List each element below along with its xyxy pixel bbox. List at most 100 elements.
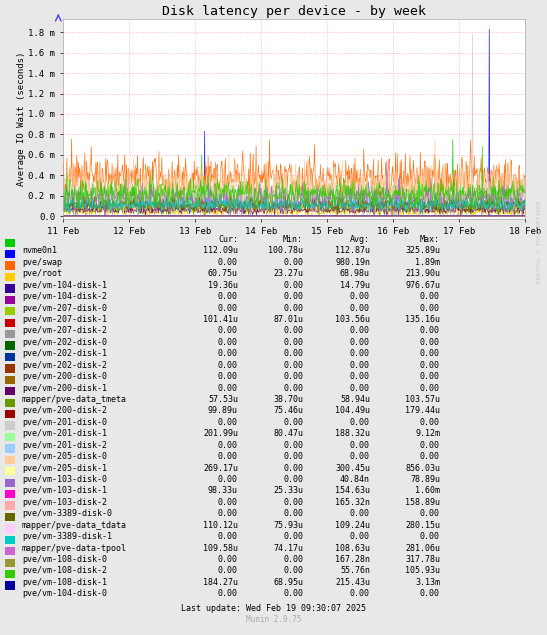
Text: 112.09u: 112.09u bbox=[203, 246, 238, 255]
Text: 0.00: 0.00 bbox=[218, 418, 238, 427]
Text: 3.13m: 3.13m bbox=[415, 578, 440, 587]
Text: 213.90u: 213.90u bbox=[405, 269, 440, 278]
Text: 0.00: 0.00 bbox=[218, 589, 238, 598]
Text: Cur:: Cur: bbox=[218, 235, 238, 244]
Text: 19.36u: 19.36u bbox=[208, 281, 238, 290]
Text: 0.00: 0.00 bbox=[420, 292, 440, 301]
Text: 179.44u: 179.44u bbox=[405, 406, 440, 415]
Text: 0.00: 0.00 bbox=[218, 384, 238, 392]
Text: 0.00: 0.00 bbox=[350, 372, 370, 381]
Text: 0.00: 0.00 bbox=[283, 475, 303, 484]
Text: 188.32u: 188.32u bbox=[335, 429, 370, 438]
Text: 0.00: 0.00 bbox=[420, 418, 440, 427]
Text: 100.78u: 100.78u bbox=[268, 246, 303, 255]
Text: 112.87u: 112.87u bbox=[335, 246, 370, 255]
Text: 0.00: 0.00 bbox=[218, 532, 238, 541]
Text: 0.00: 0.00 bbox=[283, 509, 303, 518]
Text: 98.33u: 98.33u bbox=[208, 486, 238, 495]
Text: 0.00: 0.00 bbox=[283, 338, 303, 347]
Text: pve/vm-104-disk-2: pve/vm-104-disk-2 bbox=[22, 292, 107, 301]
Text: Min:: Min: bbox=[283, 235, 303, 244]
Text: pve/vm-202-disk-2: pve/vm-202-disk-2 bbox=[22, 361, 107, 370]
Text: 60.75u: 60.75u bbox=[208, 269, 238, 278]
Text: pve/vm-200-disk-0: pve/vm-200-disk-0 bbox=[22, 372, 107, 381]
Text: 25.33u: 25.33u bbox=[273, 486, 303, 495]
Text: pve/vm-108-disk-0: pve/vm-108-disk-0 bbox=[22, 555, 107, 564]
Text: pve/vm-207-disk-1: pve/vm-207-disk-1 bbox=[22, 315, 107, 324]
Text: 105.93u: 105.93u bbox=[405, 566, 440, 575]
Text: 38.70u: 38.70u bbox=[273, 395, 303, 404]
Text: 0.00: 0.00 bbox=[283, 418, 303, 427]
Text: pve/vm-3389-disk-0: pve/vm-3389-disk-0 bbox=[22, 509, 112, 518]
Text: 0.00: 0.00 bbox=[350, 326, 370, 335]
Text: 0.00: 0.00 bbox=[350, 338, 370, 347]
Text: 167.28n: 167.28n bbox=[335, 555, 370, 564]
Text: 0.00: 0.00 bbox=[218, 441, 238, 450]
Text: 0.00: 0.00 bbox=[283, 384, 303, 392]
Text: 0.00: 0.00 bbox=[350, 361, 370, 370]
Text: 87.01u: 87.01u bbox=[273, 315, 303, 324]
Text: pve/vm-201-disk-1: pve/vm-201-disk-1 bbox=[22, 429, 107, 438]
Text: 75.46u: 75.46u bbox=[273, 406, 303, 415]
Text: 101.41u: 101.41u bbox=[203, 315, 238, 324]
Text: 1.89m: 1.89m bbox=[415, 258, 440, 267]
Text: 0.00: 0.00 bbox=[350, 349, 370, 358]
Text: Munin 2.0.75: Munin 2.0.75 bbox=[246, 615, 301, 624]
Text: 135.16u: 135.16u bbox=[405, 315, 440, 324]
Text: 0.00: 0.00 bbox=[283, 452, 303, 461]
Text: 0.00: 0.00 bbox=[420, 349, 440, 358]
Text: pve/vm-104-disk-1: pve/vm-104-disk-1 bbox=[22, 281, 107, 290]
Y-axis label: Average IO Wait (seconds): Average IO Wait (seconds) bbox=[16, 52, 26, 186]
Title: Disk latency per device - by week: Disk latency per device - by week bbox=[162, 5, 426, 18]
Text: 103.57u: 103.57u bbox=[405, 395, 440, 404]
Text: 201.99u: 201.99u bbox=[203, 429, 238, 438]
Text: 0.00: 0.00 bbox=[420, 384, 440, 392]
Text: 158.89u: 158.89u bbox=[405, 498, 440, 507]
Text: nvme0n1: nvme0n1 bbox=[22, 246, 57, 255]
Text: 0.00: 0.00 bbox=[218, 452, 238, 461]
Text: pve/vm-103-disk-0: pve/vm-103-disk-0 bbox=[22, 475, 107, 484]
Text: pve/vm-205-disk-0: pve/vm-205-disk-0 bbox=[22, 452, 107, 461]
Text: 0.00: 0.00 bbox=[218, 566, 238, 575]
Text: 0.00: 0.00 bbox=[283, 326, 303, 335]
Text: pve/vm-207-disk-0: pve/vm-207-disk-0 bbox=[22, 304, 107, 312]
Text: 317.78u: 317.78u bbox=[405, 555, 440, 564]
Text: 58.94u: 58.94u bbox=[340, 395, 370, 404]
Text: pve/vm-103-disk-1: pve/vm-103-disk-1 bbox=[22, 486, 107, 495]
Text: pve/vm-3389-disk-1: pve/vm-3389-disk-1 bbox=[22, 532, 112, 541]
Text: 325.89u: 325.89u bbox=[405, 246, 440, 255]
Text: 269.17u: 269.17u bbox=[203, 464, 238, 472]
Text: 980.19n: 980.19n bbox=[335, 258, 370, 267]
Text: 154.63u: 154.63u bbox=[335, 486, 370, 495]
Text: pve/vm-201-disk-0: pve/vm-201-disk-0 bbox=[22, 418, 107, 427]
Text: 0.00: 0.00 bbox=[283, 281, 303, 290]
Text: 0.00: 0.00 bbox=[420, 361, 440, 370]
Text: 0.00: 0.00 bbox=[283, 292, 303, 301]
Text: 0.00: 0.00 bbox=[283, 566, 303, 575]
Text: 976.67u: 976.67u bbox=[405, 281, 440, 290]
Text: pve/vm-104-disk-0: pve/vm-104-disk-0 bbox=[22, 589, 107, 598]
Text: 0.00: 0.00 bbox=[218, 338, 238, 347]
Text: 40.84n: 40.84n bbox=[340, 475, 370, 484]
Text: Max:: Max: bbox=[420, 235, 440, 244]
Text: 103.56u: 103.56u bbox=[335, 315, 370, 324]
Text: 0.00: 0.00 bbox=[420, 372, 440, 381]
Text: 0.00: 0.00 bbox=[218, 555, 238, 564]
Text: 74.17u: 74.17u bbox=[273, 544, 303, 552]
Text: 68.95u: 68.95u bbox=[273, 578, 303, 587]
Text: 0.00: 0.00 bbox=[218, 349, 238, 358]
Text: Avg:: Avg: bbox=[350, 235, 370, 244]
Text: pve/root: pve/root bbox=[22, 269, 62, 278]
Text: 280.15u: 280.15u bbox=[405, 521, 440, 530]
Text: 0.00: 0.00 bbox=[420, 589, 440, 598]
Text: pve/vm-201-disk-2: pve/vm-201-disk-2 bbox=[22, 441, 107, 450]
Text: 109.24u: 109.24u bbox=[335, 521, 370, 530]
Text: 0.00: 0.00 bbox=[350, 532, 370, 541]
Text: 0.00: 0.00 bbox=[283, 258, 303, 267]
Text: 57.53u: 57.53u bbox=[208, 395, 238, 404]
Text: 0.00: 0.00 bbox=[283, 532, 303, 541]
Text: 0.00: 0.00 bbox=[283, 589, 303, 598]
Text: 108.63u: 108.63u bbox=[335, 544, 370, 552]
Text: 0.00: 0.00 bbox=[283, 498, 303, 507]
Text: 14.79u: 14.79u bbox=[340, 281, 370, 290]
